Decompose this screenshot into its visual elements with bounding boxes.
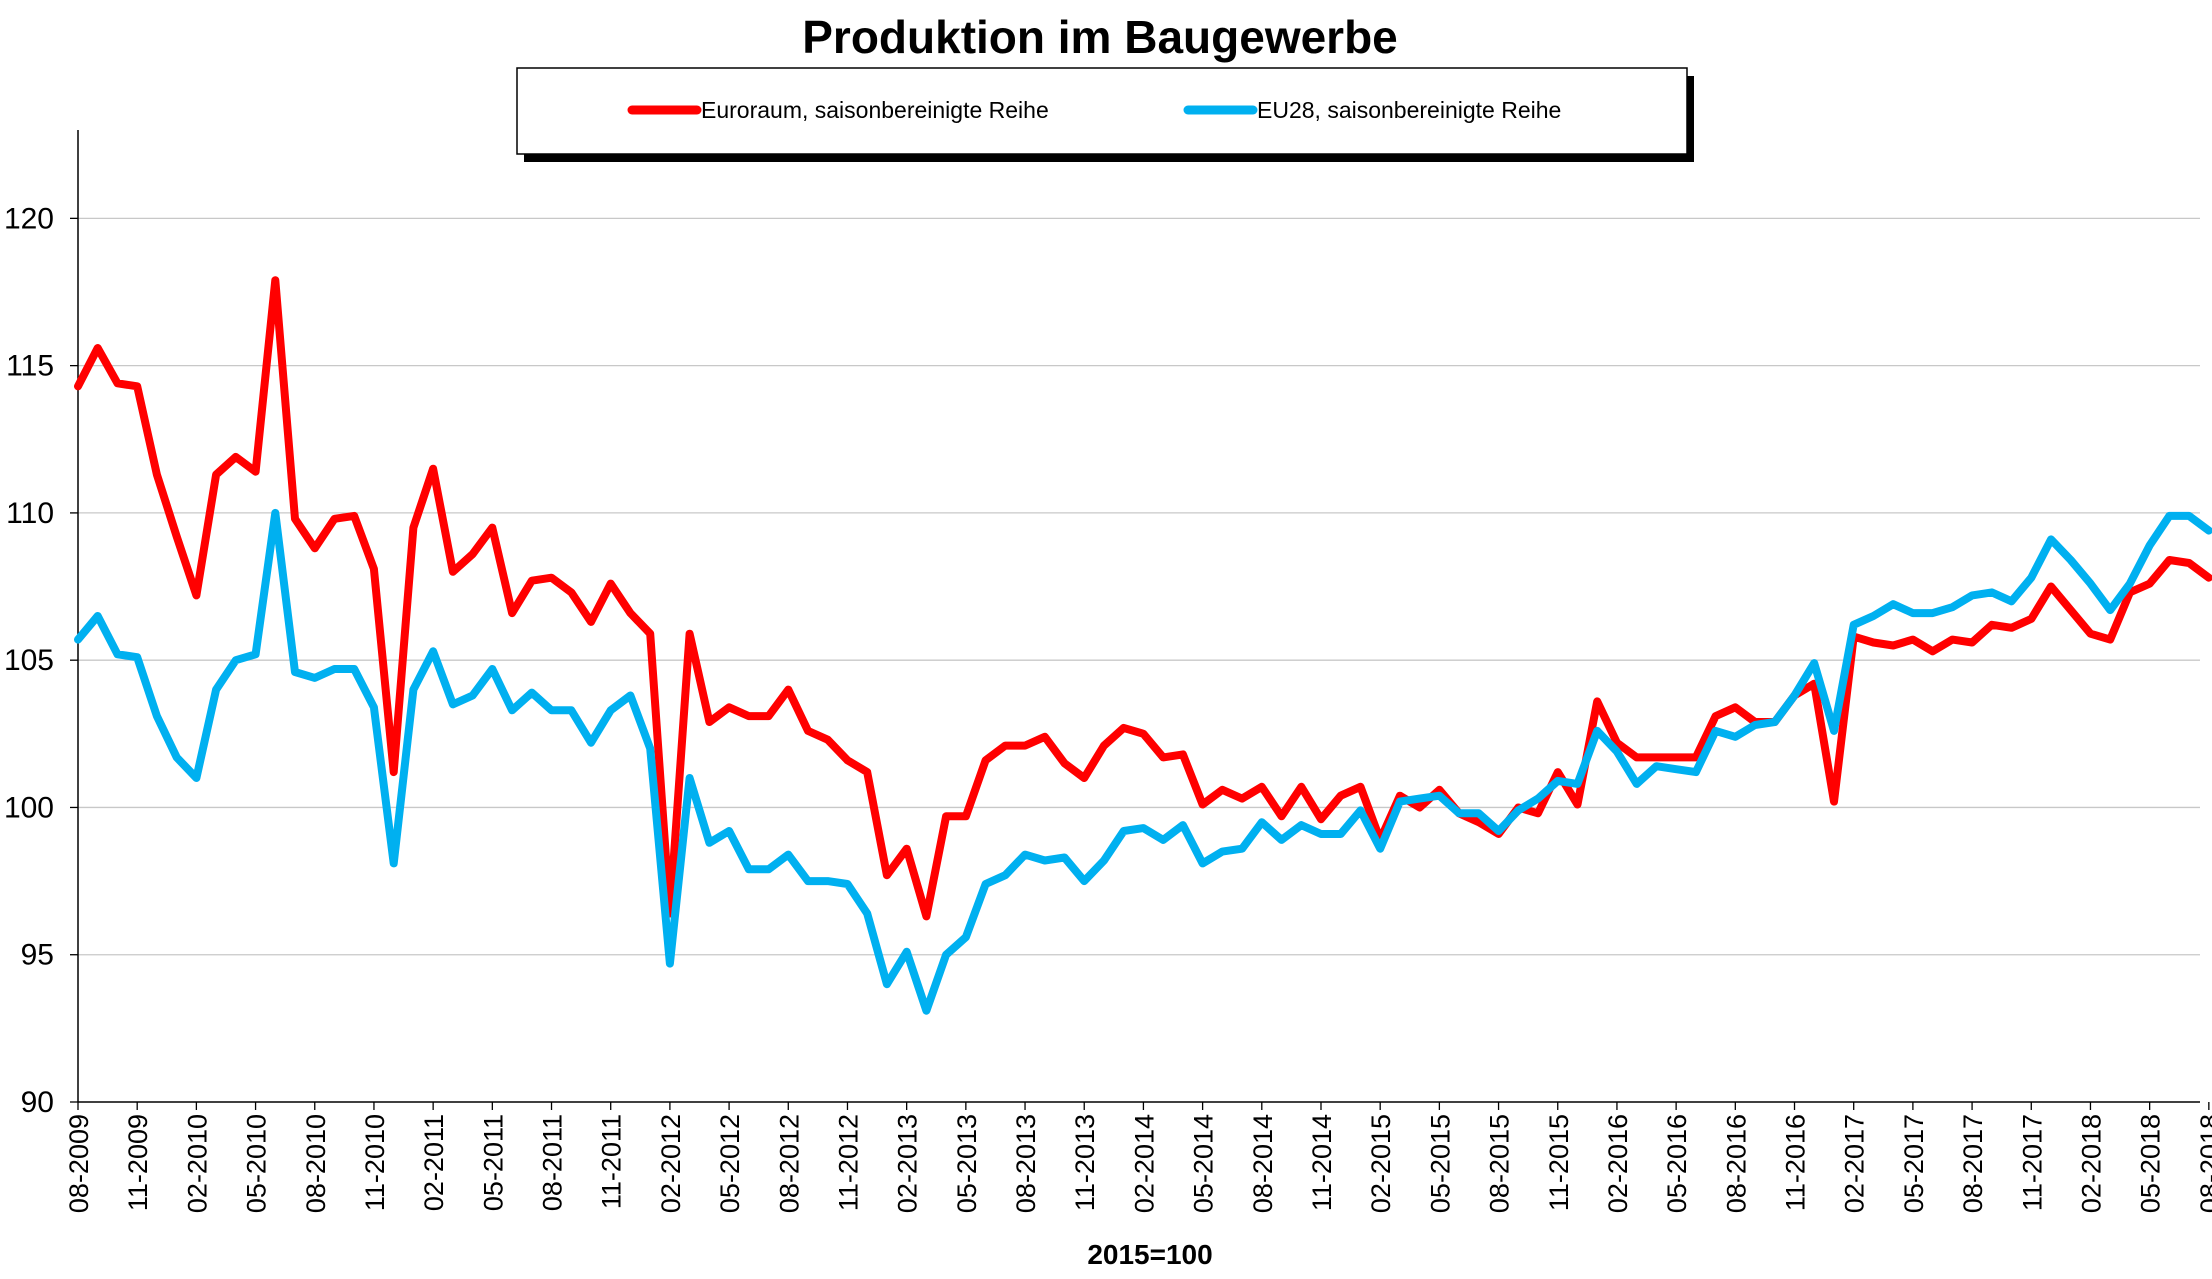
y-tick-label: 90 (21, 1086, 54, 1119)
legend-label-euroraum: Euroraum, saisonbereinigte Reihe (701, 97, 1049, 123)
x-tick-label: 02-2016 (1603, 1114, 1633, 1213)
x-tick-label: 08-2018 (2195, 1114, 2212, 1213)
x-tick-label: 08-2016 (1721, 1114, 1751, 1213)
x-tick-label: 05-2017 (1899, 1114, 1929, 1213)
x-tick-label: 08-2009 (64, 1114, 94, 1213)
legend: Euroraum, saisonbereinigte Reihe EU28, s… (516, 67, 1694, 162)
x-tick-label: 08-2017 (1958, 1114, 1988, 1213)
y-axis: 90 95 100 105 110 115 120 (4, 130, 79, 1119)
x-tick-label: 05-2012 (715, 1114, 745, 1213)
y-tick-label: 120 (4, 202, 54, 235)
y-tick-label: 105 (4, 644, 54, 677)
legend-label-eu28: EU28, saisonbereinigte Reihe (1257, 97, 1561, 123)
x-tick-label: 02-2012 (656, 1114, 686, 1213)
x-tick-label: 02-2014 (1129, 1114, 1159, 1213)
series-line-eu28 (74, 508, 2212, 1015)
x-tick-label: 02-2013 (893, 1114, 923, 1213)
x-tick-label: 08-2013 (1011, 1114, 1041, 1213)
x-tick-label: 05-2016 (1662, 1114, 1692, 1213)
x-tick-label: 05-2011 (478, 1114, 508, 1211)
x-tick-label: 02-2010 (182, 1114, 212, 1213)
x-tick-label: 11-2016 (1781, 1114, 1811, 1211)
x-tick-label: 08-2012 (774, 1114, 804, 1213)
x-tick-label: 02-2011 (419, 1114, 449, 1211)
x-tick-label: 11-2013 (1070, 1114, 1100, 1211)
x-tick-label: 02-2017 (1840, 1114, 1870, 1213)
x-axis: 08-2009 11-2009 02-2010 05-2010 08-2010 11-20… (64, 1101, 2212, 1213)
y-tick-label: 100 (4, 791, 54, 824)
x-tick-label: 05-2014 (1189, 1114, 1219, 1213)
x-tick-label: 08-2011 (538, 1114, 568, 1211)
x-tick-label: 11-2010 (360, 1114, 390, 1211)
x-tick-label: 11-2014 (1307, 1114, 1337, 1211)
series-lines (74, 276, 2212, 1015)
x-tick-label: 11-2009 (123, 1114, 153, 1211)
gridlines (78, 217, 2200, 956)
x-tick-label: 02-2015 (1366, 1114, 1396, 1213)
x-tick-label: 08-2015 (1485, 1114, 1515, 1213)
x-tick-label: 05-2013 (952, 1114, 982, 1213)
y-tick-label: 115 (6, 350, 54, 383)
x-tick-label: 11-2011 (597, 1114, 627, 1209)
x-tick-label: 05-2015 (1425, 1114, 1455, 1213)
x-tick-label: 05-2018 (2136, 1114, 2166, 1213)
chart-title: Produktion im Baugewerbe (802, 11, 1398, 63)
x-tick-label: 08-2010 (301, 1114, 331, 1213)
y-tick-label: 95 (21, 939, 54, 972)
x-tick-label: 02-2018 (2076, 1114, 2106, 1213)
legend-box (516, 67, 1688, 155)
x-tick-label: 11-2017 (2017, 1114, 2047, 1211)
x-tick-label: 11-2015 (1544, 1114, 1574, 1211)
x-axis-label: 2015=100 (1087, 1239, 1212, 1270)
x-tick-label: 05-2010 (242, 1114, 272, 1213)
y-tick-label: 110 (6, 497, 54, 530)
x-tick-label: 11-2012 (833, 1114, 863, 1211)
x-tick-label: 08-2014 (1248, 1114, 1278, 1213)
